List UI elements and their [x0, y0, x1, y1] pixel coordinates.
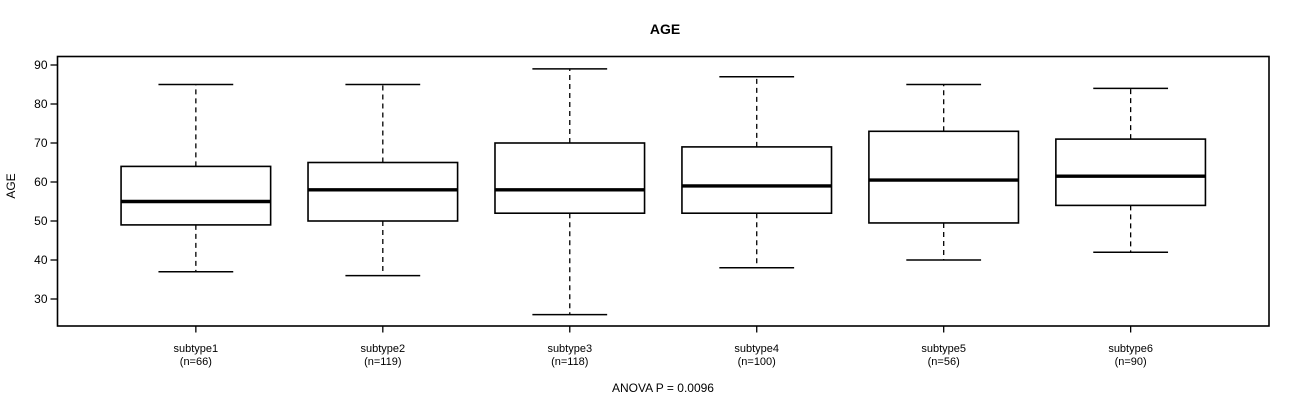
group-n-label-subtype4: (n=100) — [738, 356, 776, 368]
y-tick-label: 70 — [34, 136, 48, 150]
chart-title: AGE — [650, 21, 680, 37]
y-tick-label: 40 — [34, 253, 48, 267]
box-subtype1 — [120, 165, 272, 226]
y-tick-label: 50 — [34, 214, 48, 228]
group-label-subtype6: subtype6 — [1108, 343, 1153, 355]
group-label-subtype3: subtype3 — [547, 343, 592, 355]
group-n-label-subtype2: (n=119) — [364, 356, 401, 368]
y-tick-label: 90 — [34, 58, 48, 72]
box-subtype5 — [868, 130, 1020, 224]
group-n-label-subtype3: (n=118) — [551, 356, 588, 368]
plot-content: 30405060708090subtype1(n=66)subtype2(n=1… — [34, 58, 1207, 368]
y-tick-label: 30 — [34, 292, 48, 306]
box-subtype4 — [681, 146, 833, 214]
group-n-label-subtype5: (n=56) — [928, 356, 960, 368]
group-label-subtype5: subtype5 — [921, 343, 966, 355]
y-tick-label: 60 — [34, 175, 48, 189]
y-tick-label: 80 — [34, 97, 48, 111]
box-subtype2 — [307, 161, 459, 222]
box-subtype3 — [494, 142, 646, 214]
group-n-label-subtype1: (n=66) — [180, 356, 212, 368]
group-n-label-subtype6: (n=90) — [1115, 356, 1147, 368]
group-label-subtype1: subtype1 — [174, 343, 219, 355]
y-axis-title: AGE — [4, 173, 18, 198]
anova-annotation: ANOVA P = 0.0096 — [612, 381, 714, 395]
group-label-subtype4: subtype4 — [734, 343, 779, 355]
group-label-subtype2: subtype2 — [360, 343, 405, 355]
box-subtype6 — [1055, 138, 1207, 207]
plot-border — [56, 55, 1270, 327]
